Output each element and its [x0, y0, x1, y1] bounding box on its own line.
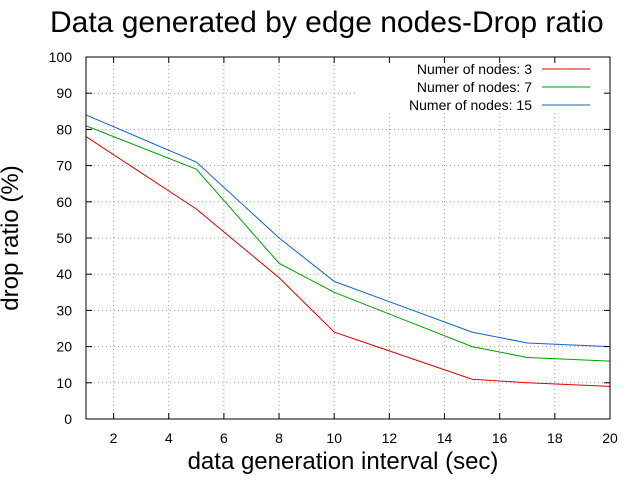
y-tick-label: 50	[56, 230, 72, 246]
y-tick-label: 80	[56, 121, 72, 137]
series-line-2	[85, 125, 611, 362]
legend: Numer of nodes: 3 Numer of nodes: 7 Numer …	[409, 61, 590, 113]
legend-label: Numer of nodes: 3	[417, 61, 532, 77]
tick-label-layer: 0 10 20 30 40 50 60 70 80 90 100 2 4 6 8 10 12 14 16 18 20	[49, 49, 618, 446]
chart-title: Data generated by edge nodes-Drop ratio	[50, 6, 604, 39]
y-tick-label: 30	[56, 302, 72, 318]
y-tick-label: 60	[56, 194, 72, 210]
x-tick-label: 2	[110, 430, 118, 446]
series-line-3	[85, 114, 611, 348]
x-tick-label: 14	[437, 430, 453, 446]
y-tick-label: 90	[56, 85, 72, 101]
axes-layer	[85, 56, 611, 420]
legend-label: Numer of nodes: 7	[417, 79, 532, 95]
x-tick-label: 20	[602, 430, 618, 446]
x-tick-label: 6	[220, 430, 228, 446]
x-tick-label: 16	[492, 430, 508, 446]
y-tick-label: 0	[64, 411, 72, 427]
y-tick-label: 70	[56, 158, 72, 174]
y-tick-label: 10	[56, 375, 72, 391]
y-tick-label: 20	[56, 339, 72, 355]
x-tick-label: 10	[326, 430, 342, 446]
y-tick-label: 40	[56, 266, 72, 282]
x-tick-label: 8	[275, 430, 283, 446]
y-tick-label: 100	[49, 49, 73, 65]
x-axis-label: data generation interval (sec)	[188, 448, 499, 475]
x-tick-label: 18	[547, 430, 563, 446]
x-tick-label: 4	[165, 430, 173, 446]
series-layer	[85, 114, 611, 387]
series-line-1	[85, 136, 611, 387]
legend-label: Numer of nodes: 15	[409, 97, 532, 113]
y-axis-label: drop ratio (%)	[0, 165, 24, 310]
x-tick-label: 12	[382, 430, 398, 446]
